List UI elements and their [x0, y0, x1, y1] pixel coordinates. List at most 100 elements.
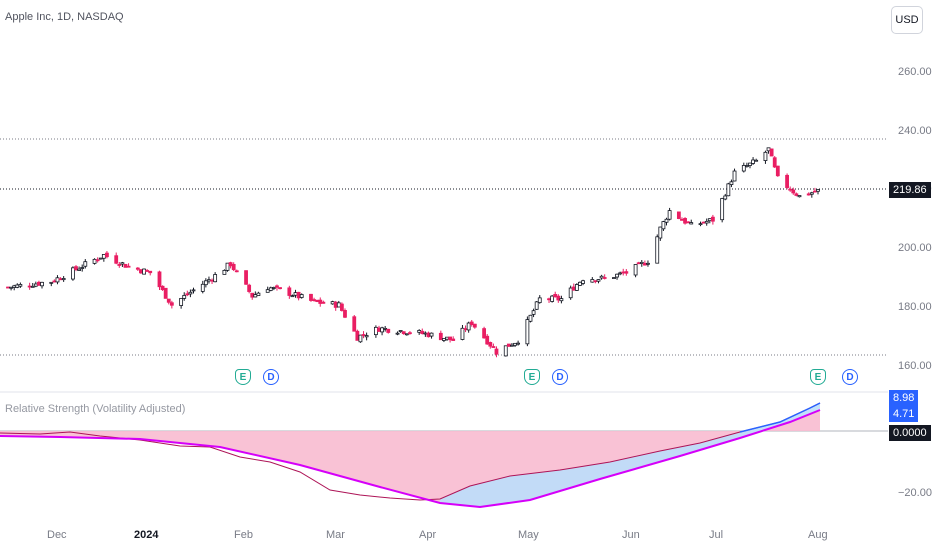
candle-body [451, 338, 456, 341]
price-axis-label: 200.00 [898, 242, 932, 255]
candle-body [404, 333, 409, 336]
candle-body [203, 280, 208, 286]
candle-body [386, 328, 391, 333]
price-axis-label: 180.00 [898, 300, 932, 313]
candle-body [77, 268, 82, 271]
candle-body [482, 328, 487, 339]
candle-body [52, 280, 57, 283]
candle-body [707, 218, 712, 222]
candle-body [377, 327, 381, 332]
candle-body [49, 281, 54, 284]
candle-body [806, 193, 811, 196]
candle-body [207, 279, 211, 282]
candle-body [766, 147, 771, 152]
candle-body [55, 277, 60, 283]
candle-body [485, 335, 490, 345]
candle-body [343, 310, 347, 318]
symbol-title[interactable]: Apple Inc, 1D, NASDAQ [5, 11, 124, 23]
time-axis-label: Jul [709, 529, 724, 541]
time-axis-label: Apr [419, 529, 437, 541]
candle-body [135, 267, 140, 270]
candle-body [729, 181, 734, 185]
candle-body [309, 293, 313, 301]
candle-body [460, 327, 465, 340]
candle-body [723, 195, 728, 200]
earnings-event-icon[interactable]: E [235, 369, 251, 385]
candle-body [534, 301, 539, 310]
time-axis-label: Dec [47, 529, 67, 541]
candle-body [222, 270, 227, 275]
candle-body [315, 299, 320, 302]
rs-ma-line [0, 409, 821, 509]
candle-body [185, 293, 190, 296]
candle-body [352, 316, 357, 332]
indicator-title[interactable]: Relative Strength (Volatility Adjusted) [5, 403, 186, 415]
candle-body [683, 218, 687, 224]
indicator-axis-label: −20.00 [898, 487, 932, 499]
candle-body [491, 346, 496, 348]
time-axis-label: Jun [622, 529, 640, 541]
candle-body [169, 302, 174, 306]
candle-body [639, 261, 644, 264]
candle-body [92, 258, 97, 264]
candle-body [40, 281, 44, 287]
candle-body [816, 189, 820, 192]
candle-body [664, 218, 669, 223]
candle-body [571, 286, 576, 291]
candle-body [120, 262, 125, 265]
candle-body [655, 236, 660, 264]
candle-body [191, 289, 196, 292]
candle-body [117, 264, 122, 266]
candle-body [408, 332, 412, 335]
candle-body [466, 322, 471, 331]
candle-body [98, 257, 103, 260]
candle-body [710, 216, 715, 222]
candle-body [364, 335, 369, 338]
dividend-event-icon[interactable]: D [842, 369, 858, 385]
candle-body [423, 332, 428, 335]
dividend-event-icon[interactable]: D [263, 369, 279, 385]
rs-area-above-ma [440, 403, 820, 507]
candle-body [445, 336, 449, 340]
candle-body [618, 272, 623, 275]
candle-body [380, 327, 384, 333]
candle-body [642, 262, 647, 266]
candle-body [809, 192, 814, 195]
candle-body [234, 270, 239, 273]
candle-body [797, 195, 802, 198]
earnings-event-icon[interactable]: E [524, 369, 540, 385]
candle-body [788, 188, 793, 191]
candle-body [488, 342, 493, 347]
candle-body [578, 281, 582, 286]
candle-body [401, 331, 406, 335]
candle-body [754, 159, 759, 162]
time-axis-label: 2024 [134, 529, 159, 541]
candle-body [667, 210, 672, 220]
candle-body [732, 170, 737, 182]
candle-body [615, 273, 619, 278]
candle-body [503, 345, 508, 357]
candle-body [621, 271, 626, 274]
dividend-event-icon[interactable]: D [552, 369, 568, 385]
candle-body [438, 332, 443, 341]
candle-body [318, 299, 323, 304]
candle-body [188, 291, 193, 295]
candle-body [321, 301, 326, 304]
candle-body [33, 283, 38, 287]
earnings-event-icon[interactable]: E [810, 369, 826, 385]
candle-body [287, 287, 292, 296]
candle-body [182, 295, 187, 299]
candle-body [744, 165, 749, 168]
currency-button[interactable]: USD [891, 6, 923, 34]
price-candles [6, 147, 820, 358]
candle-body [590, 279, 595, 283]
candle-body [37, 281, 41, 286]
candle-body [676, 211, 681, 219]
candle-body [271, 287, 276, 289]
candle-body [290, 295, 295, 298]
candle-body [769, 148, 774, 157]
candle-body [231, 263, 236, 271]
candle-body [163, 287, 168, 299]
candle-body [547, 298, 551, 301]
